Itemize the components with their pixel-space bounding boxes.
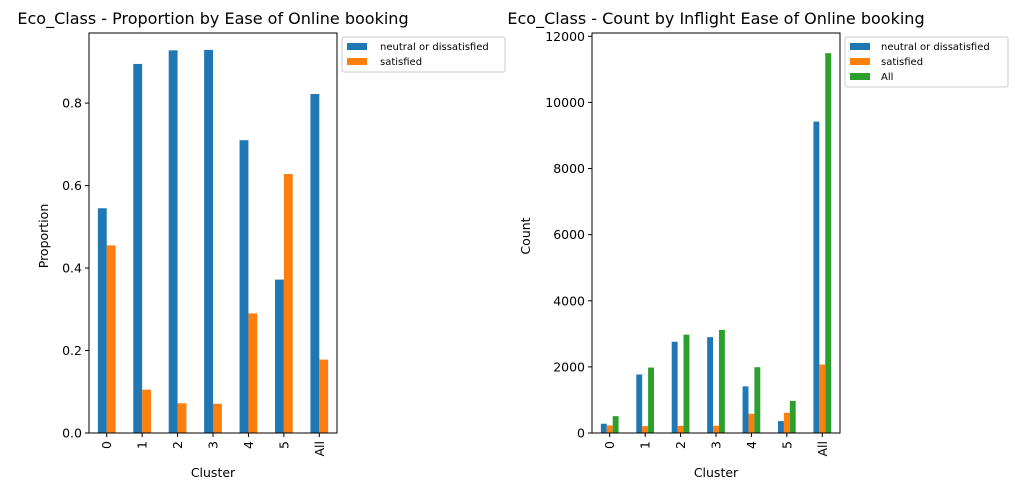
legend-swatch-neutral (347, 43, 367, 50)
x-tick-label: 0 (99, 441, 114, 449)
bar (754, 367, 761, 433)
bar (319, 359, 329, 433)
x-tick-label: All (312, 441, 327, 457)
chart-title: Eco_Class - Count by Inflight Ease of On… (507, 9, 924, 29)
legend-label-all: All (881, 72, 893, 83)
x-tick-label: 1 (638, 441, 653, 449)
y-ticks: 0.0 0.2 0.4 0.6 0.8 (62, 96, 89, 441)
y-tick-label: 0 (577, 426, 585, 441)
bar (783, 412, 790, 433)
legend-swatch-neutral (850, 43, 870, 50)
y-tick-label: 0.8 (62, 96, 82, 111)
bar (683, 334, 690, 433)
x-axis-label: Cluster (191, 465, 236, 480)
legend-label-satisfied: satisfied (380, 57, 422, 68)
y-tick-label: 8000 (553, 161, 585, 176)
bar (612, 416, 619, 433)
bar (819, 364, 826, 433)
y-tick-label: 6000 (553, 227, 585, 242)
bar (671, 341, 678, 433)
x-tick-label: 3 (709, 441, 724, 449)
bar (778, 421, 784, 433)
y-tick-label: 0.4 (62, 261, 82, 276)
bar (106, 245, 116, 433)
y-tick-label: 0.6 (62, 178, 82, 193)
legend-label-satisfied: satisfied (881, 57, 923, 68)
y-axis-label: Count (518, 217, 533, 254)
bar (707, 337, 714, 433)
bar (600, 423, 607, 433)
y-ticks: 0 2000 4000 6000 8000 10000 12000 (545, 29, 592, 441)
bar (825, 53, 832, 434)
bar (275, 279, 284, 433)
plot-frame (591, 32, 841, 434)
legend-box (844, 36, 1009, 88)
legend-label-neutral: neutral or dissatisfied (881, 42, 990, 53)
bar (248, 313, 258, 433)
bar (239, 140, 249, 433)
bar (742, 386, 749, 433)
bar (177, 403, 187, 433)
x-tick-label: 4 (241, 441, 256, 449)
x-tick-label: 5 (779, 441, 794, 449)
legend-swatch-all (850, 73, 870, 80)
x-tick-label: 2 (170, 441, 185, 449)
legend-label-neutral: neutral or dissatisfied (380, 42, 489, 53)
legend: neutral or dissatisfied satisfied (341, 36, 506, 73)
bar (713, 425, 719, 433)
x-axis-label: Cluster (694, 465, 739, 480)
bar (133, 63, 143, 434)
bar-group (600, 53, 832, 434)
bar (642, 426, 649, 433)
bar (283, 174, 293, 433)
plot-frame (88, 32, 338, 434)
y-tick-label: 4000 (553, 293, 585, 308)
bar (636, 374, 643, 433)
count-chart: Eco_Class - Count by Inflight Ease of On… (507, 9, 1009, 480)
legend-box (341, 36, 506, 73)
bar (310, 94, 320, 433)
chart-title: Eco_Class - Proportion by Ease of Online… (17, 9, 408, 29)
x-tick-label: 4 (744, 441, 759, 449)
bar (204, 49, 213, 433)
bar (142, 389, 151, 433)
bar (213, 403, 222, 433)
x-ticks: 0 1 2 3 4 5 All (99, 433, 327, 457)
bar (606, 425, 613, 433)
x-tick-label: 1 (135, 441, 150, 449)
bar (648, 367, 654, 433)
bar (677, 425, 684, 433)
bar-group (97, 49, 329, 434)
bar (789, 400, 796, 433)
bar (168, 50, 178, 433)
x-tick-label: All (815, 441, 830, 457)
x-ticks: 0 1 2 3 4 5 All (602, 433, 830, 457)
bar (748, 413, 755, 433)
legend-swatch-satisfied (850, 58, 870, 65)
x-tick-label: 2 (673, 441, 688, 449)
y-tick-label: 10000 (545, 95, 585, 110)
bar (718, 329, 725, 433)
y-axis-label: Proportion (36, 204, 51, 269)
y-tick-label: 2000 (553, 359, 585, 374)
x-tick-label: 3 (206, 441, 221, 449)
legend-swatch-satisfied (347, 58, 367, 65)
y-tick-label: 0.2 (62, 343, 82, 358)
legend: neutral or dissatisfied satisfied All (844, 36, 1009, 88)
bar (97, 208, 107, 433)
bar (813, 121, 820, 433)
proportion-chart: Eco_Class - Proportion by Ease of Online… (17, 9, 506, 480)
x-tick-label: 5 (276, 441, 291, 449)
y-tick-label: 12000 (545, 29, 585, 44)
y-tick-label: 0.0 (62, 426, 82, 441)
x-tick-label: 0 (602, 441, 617, 449)
